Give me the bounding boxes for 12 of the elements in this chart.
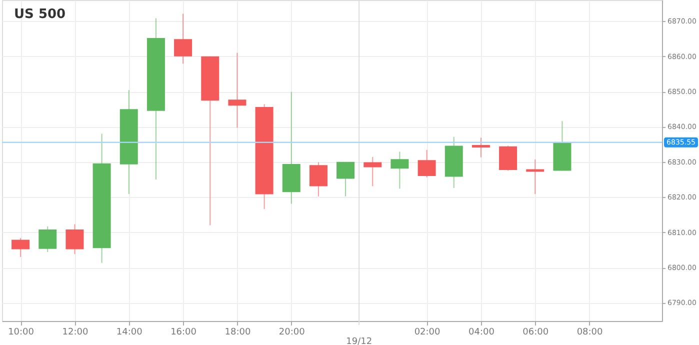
x-tick-label: 04:00 [468, 328, 495, 338]
x-tick-label: 20:00 [278, 328, 306, 338]
x-tick-label: 02:00 [414, 328, 441, 338]
x-tick-label: 06:00 [522, 328, 549, 338]
text: US 500 [14, 7, 66, 22]
text: 19/12 [346, 337, 372, 345]
x-tick-label: 12:00 [62, 328, 88, 338]
x-tick-label: 10:00 [8, 328, 34, 338]
x-tick-label: 16:00 [170, 328, 197, 338]
x-tick-label: 08:00 [576, 328, 604, 338]
x-tick-label: 18:00 [224, 328, 251, 338]
x-tick-label: 14:00 [116, 328, 143, 338]
